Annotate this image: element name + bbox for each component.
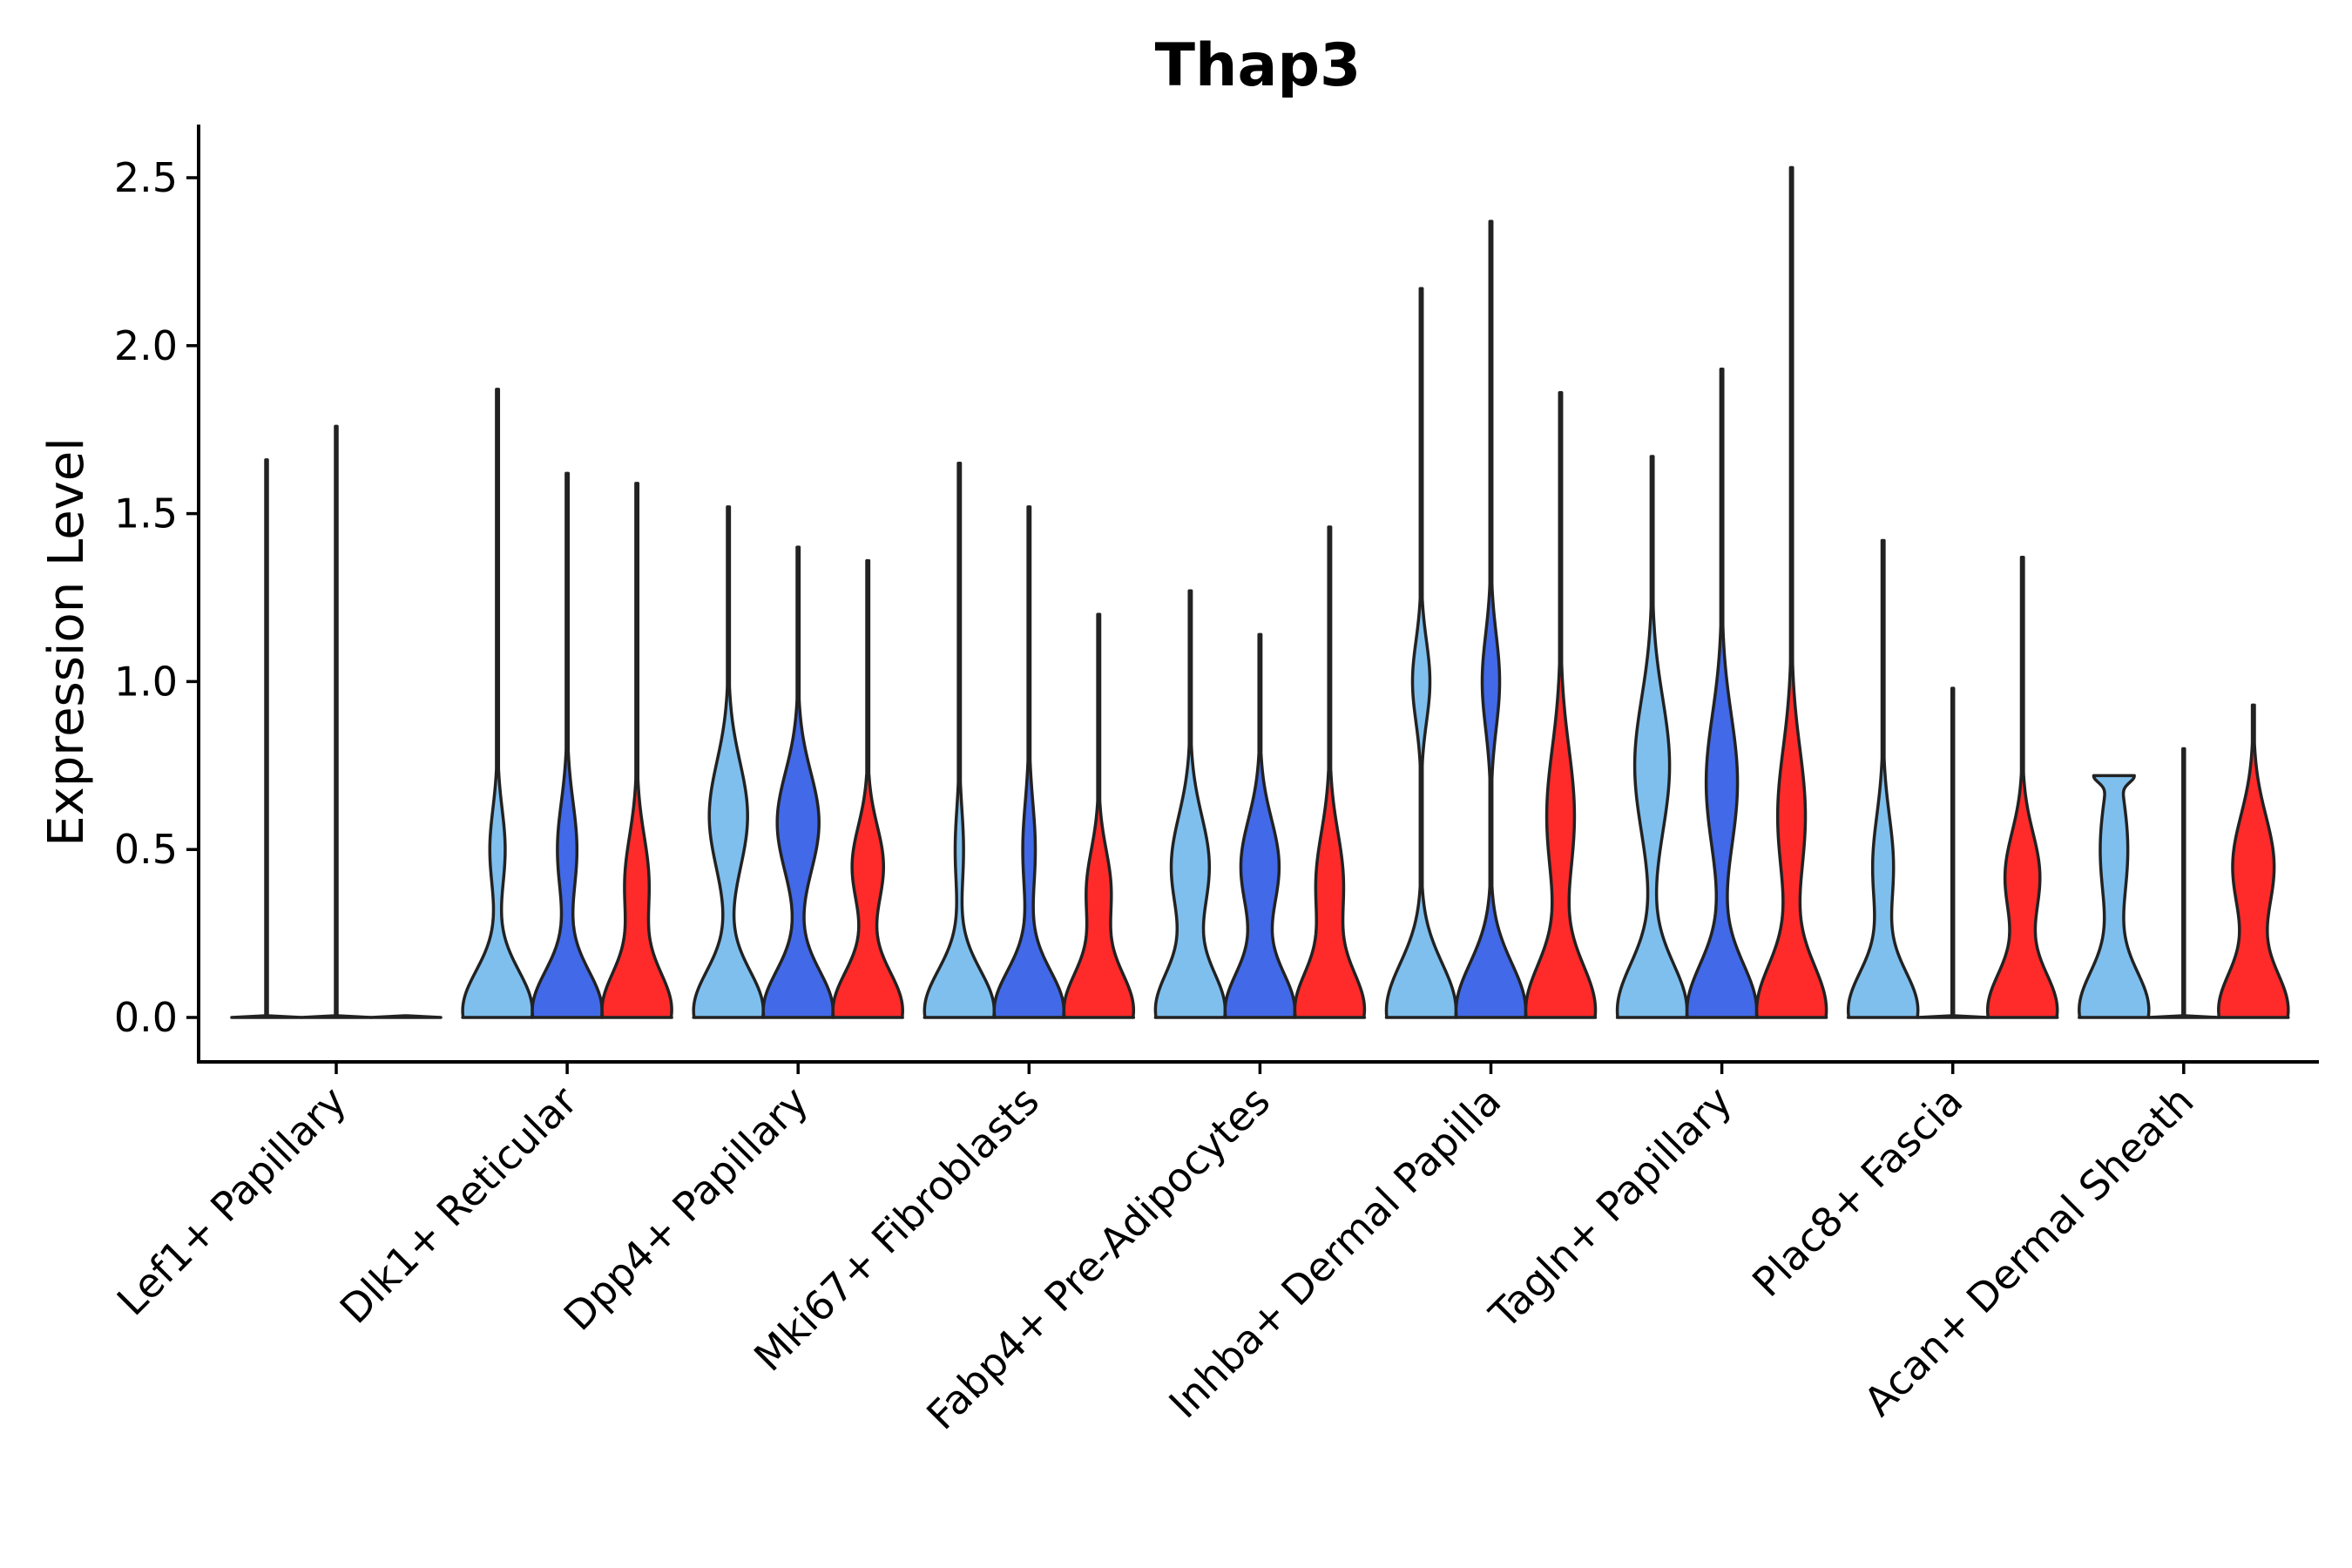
violin-2-0	[692, 505, 765, 1019]
violin-8-1	[2147, 747, 2220, 1019]
violin-1-1	[531, 471, 604, 1019]
violin-5-0	[1384, 287, 1458, 1019]
violin-2-2	[831, 558, 904, 1019]
violin-0-0	[230, 458, 303, 1019]
violin-6-1	[1685, 368, 1759, 1019]
violin-2-1	[761, 545, 835, 1019]
violin-0-1	[300, 424, 373, 1019]
violin-4-0	[1153, 589, 1227, 1019]
violin-6-2	[1754, 166, 1828, 1019]
violin-7-2	[1985, 555, 2059, 1019]
violin-3-1	[992, 505, 1066, 1019]
y-tick-label: 1.5	[114, 490, 178, 537]
y-axis-label: Expression Level	[38, 437, 95, 847]
chart-title: Thap3	[1155, 31, 1362, 100]
violin-8-2	[2217, 703, 2290, 1019]
y-ticks: 0.0 0.5 1.0 1.5 2.0 2.5	[114, 154, 199, 1041]
y-tick-label: 0.5	[114, 826, 178, 873]
violin-1-0	[461, 388, 534, 1019]
x-tick-label: Tagln+ Papillary	[1480, 1078, 1741, 1339]
violin-4-2	[1293, 525, 1367, 1019]
violin-4-1	[1223, 632, 1297, 1019]
x-tick-label: Plac8+ Fascia	[1743, 1078, 1971, 1306]
violin-1-2	[600, 482, 673, 1019]
x-tick-label: Lef1+ Papillary	[108, 1078, 355, 1325]
violin-5-2	[1524, 391, 1598, 1019]
y-tick-label: 2.0	[114, 322, 178, 369]
violin-5-1	[1454, 220, 1528, 1019]
y-tick-label: 1.0	[114, 658, 178, 705]
x-tick-label: Dlk1+ Reticular	[331, 1078, 586, 1333]
violin-0-2	[369, 1014, 443, 1019]
violin-6-0	[1615, 455, 1689, 1019]
violin-7-1	[1916, 686, 1990, 1019]
violin-7-0	[1846, 538, 1920, 1019]
violin-3-2	[1062, 612, 1136, 1019]
x-tick-label: Dpp4+ Papillary	[555, 1078, 817, 1340]
violin-8-0	[2078, 774, 2151, 1019]
y-tick-label: 0.0	[114, 994, 178, 1041]
violin-3-0	[923, 462, 997, 1019]
y-tick-label: 2.5	[114, 154, 178, 201]
violin-group	[230, 166, 2290, 1019]
